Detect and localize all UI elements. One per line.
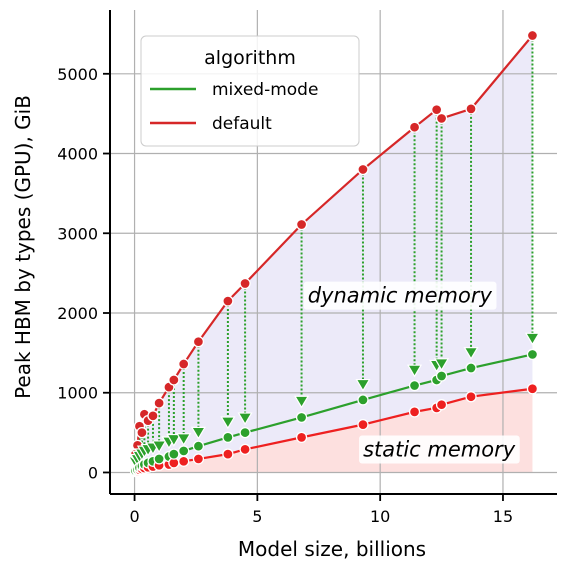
point-mixed-mode-static [357, 394, 369, 406]
point-default-total [136, 426, 148, 439]
point-mixed-mode-total [220, 416, 236, 430]
point-default-static [408, 406, 421, 418]
point-mixed-mode-total [524, 332, 540, 346]
point-mixed-mode-static [408, 379, 421, 392]
point-default-total [192, 336, 205, 348]
point-default-static [526, 383, 539, 395]
point-mixed-mode-static [465, 362, 477, 374]
y-tick-label: 3000 [57, 224, 98, 243]
point-default-total [153, 397, 165, 409]
point-mixed-mode-static [168, 448, 180, 460]
annotations: dynamic memory static memory [303, 281, 520, 464]
point-mixed-mode-total [151, 440, 167, 454]
y-tick-label: 2000 [57, 304, 98, 323]
legend-label-default: default [212, 114, 272, 134]
annotation-static-memory: static memory [359, 435, 520, 464]
point-default-static [192, 453, 205, 465]
point-default-total [239, 277, 251, 290]
point-mixed-mode-total [463, 347, 479, 360]
x-tick-label: 5 [252, 507, 262, 526]
annotation-text: dynamic memory [308, 284, 493, 308]
point-default-static [435, 399, 448, 411]
point-mixed-mode-static [435, 370, 448, 382]
point-default-total [147, 410, 159, 422]
point-mixed-mode-total [355, 378, 371, 392]
x-tick-label: 0 [129, 507, 139, 526]
point-default-static [239, 443, 251, 455]
annotation-dynamic-memory: dynamic memory [303, 281, 497, 310]
point-default-static [465, 391, 477, 403]
annotation-background [303, 281, 497, 310]
legend-box [140, 35, 360, 147]
tick-labels: 0 5 10 15 0 1000 2000 3000 4000 5000 [57, 65, 513, 526]
point-default-static [295, 431, 308, 444]
point-mixed-mode-total [176, 433, 192, 447]
point-mixed-mode-static [295, 411, 308, 424]
point-default-total [295, 218, 308, 231]
point-default-total [168, 374, 180, 386]
point-mixed-mode-total [166, 433, 182, 447]
legend: algorithm mixed-mode default [140, 35, 360, 147]
point-default-total [178, 358, 190, 370]
point-mixed-mode-total [434, 358, 450, 372]
point-default-total [357, 163, 369, 176]
point-default-total [465, 103, 477, 115]
point-mixed-mode-static [239, 426, 251, 439]
y-tick-label: 0 [88, 463, 98, 482]
point-default-total [431, 104, 443, 116]
x-tick-label: 10 [370, 507, 390, 526]
point-mixed-mode-total [190, 426, 206, 440]
legend-title: algorithm [204, 47, 296, 69]
axes [109, 10, 557, 495]
point-default-total [435, 112, 448, 125]
point-default-static [357, 418, 369, 431]
annotation-text: static memory [363, 438, 516, 462]
legend-label-mixed-mode: mixed-mode [212, 80, 318, 100]
point-mixed-mode-static [526, 348, 539, 361]
series-markers [127, 29, 540, 478]
annotation-background [359, 435, 520, 464]
point-default-static [178, 455, 190, 467]
x-tick-label: 15 [493, 507, 513, 526]
point-mixed-mode-static [178, 445, 190, 457]
point-mixed-mode-static [222, 431, 234, 444]
y-tick-label: 5000 [57, 65, 98, 84]
point-default-static [222, 448, 234, 460]
point-mixed-mode-total [294, 395, 310, 409]
y-tick-label: 1000 [57, 384, 98, 403]
x-axis-title: Model size, billions [238, 537, 426, 561]
point-mixed-mode-static [153, 453, 165, 465]
point-default-total [408, 121, 421, 133]
point-default-total [526, 29, 539, 42]
y-tick-label: 4000 [57, 145, 98, 164]
point-mixed-mode-total [407, 364, 423, 378]
point-mixed-mode-static [192, 440, 205, 452]
y-axis-title: Peak HBM by types (GPU), GiB [11, 95, 35, 399]
point-mixed-mode-total [237, 412, 253, 426]
point-default-total [222, 295, 234, 307]
